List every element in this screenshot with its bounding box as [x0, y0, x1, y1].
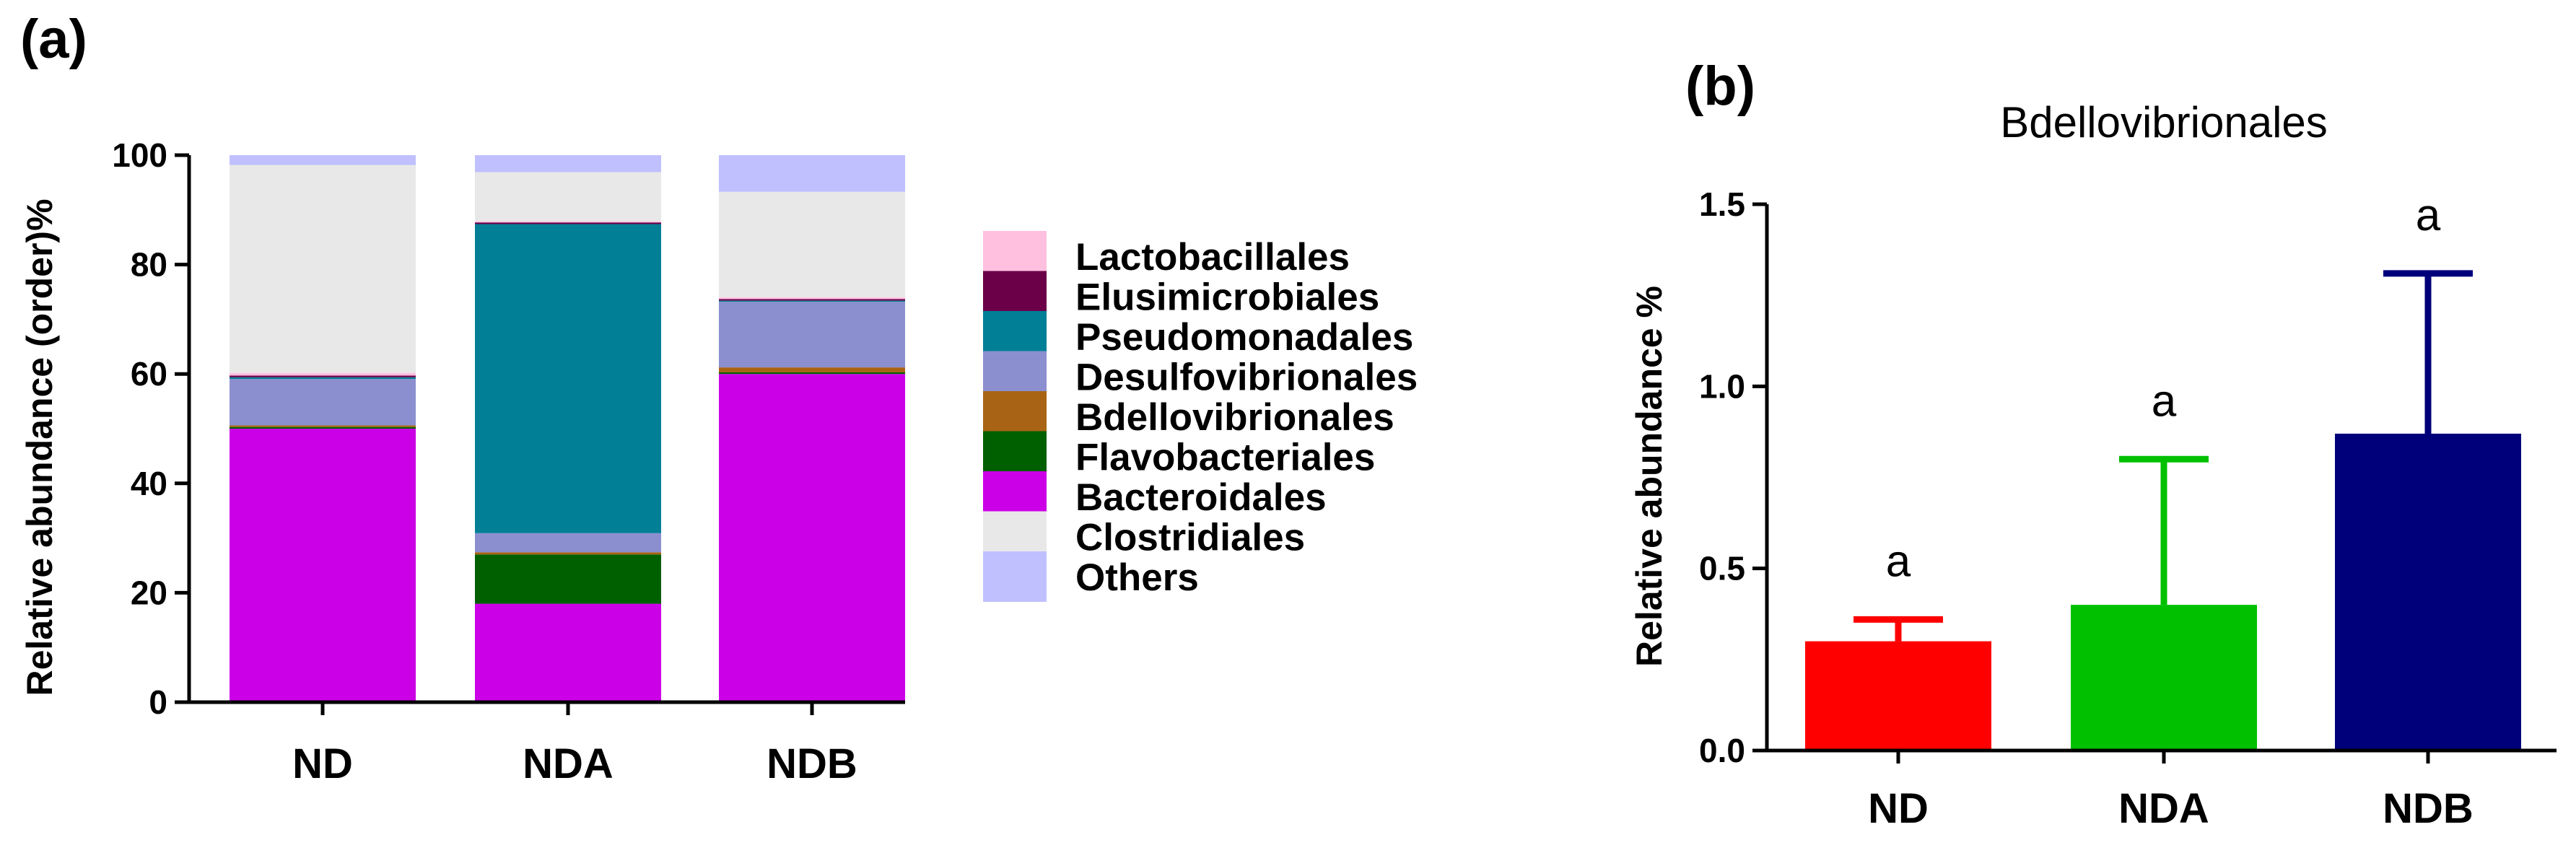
- panel-a-legend: LactobacillalesElusimicrobialesPseudomon…: [983, 231, 1418, 602]
- bar-segment-nd-pseudomonadales: [230, 377, 416, 380]
- bar-segment-nd-elusimicrobiales: [230, 375, 416, 377]
- panel-a-category-label: NDB: [767, 740, 857, 787]
- panel-a-bars: [230, 155, 905, 702]
- bar-segment-nda-desulfovibrionales: [475, 533, 661, 553]
- significance-label-nd: a: [1886, 536, 1911, 586]
- panel-b-x-axis: ND NDA NDB: [1765, 748, 2557, 832]
- legend-label-pseudomonadales: Pseudomonadales: [1075, 316, 1413, 359]
- bar-segment-ndb-bdellovibrionales: [719, 367, 905, 372]
- bar-segment-nd-lactobacillales: [230, 372, 416, 376]
- bar-nd: [1805, 641, 1991, 751]
- legend-label-clostridiales: Clostridiales: [1075, 517, 1305, 559]
- panel-b-category-label: NDA: [2118, 785, 2209, 832]
- legend-label-elusimicrobiales: Elusimicrobiales: [1075, 276, 1379, 319]
- panel-b-y-axis: 0.0 0.5 1.0 1.5: [1699, 185, 1769, 769]
- bar-nda: [2071, 605, 2257, 751]
- legend-label-lactobacillales: Lactobacillales: [1075, 236, 1350, 279]
- legend-label-bacteroidales: Bacteroidales: [1075, 476, 1327, 519]
- significance-label-nda: a: [2152, 376, 2177, 426]
- panel-a-y-tick-label: 40: [131, 465, 167, 502]
- bar-segment-ndb-pseudomonadales: [719, 300, 905, 302]
- panel-a-category-label: NDA: [523, 740, 614, 787]
- panel-b-y-axis-title: Relative abundance %: [1629, 286, 1669, 667]
- bar-segment-nda-elusimicrobiales: [475, 222, 661, 224]
- bar-segment-ndb-lactobacillales: [719, 297, 905, 299]
- legend-swatch-others: [983, 551, 1047, 602]
- panel-a-category-label: ND: [292, 740, 353, 787]
- legend-label-flavobacteriales: Flavobacteriales: [1075, 437, 1375, 479]
- bar-segment-nda-bdellovibrionales: [475, 552, 661, 555]
- bar-segment-ndb-clostridiales: [719, 191, 905, 298]
- bar-segment-ndb-bacteroidales: [719, 374, 905, 702]
- panel-b-y-tick-label: 1.5: [1699, 185, 1745, 223]
- panel-b-bars: a a a: [1805, 191, 2521, 751]
- legend-label-desulfovibrionales: Desulfovibrionales: [1075, 356, 1418, 399]
- panel-b-category-label: NDB: [2383, 785, 2474, 832]
- panel-a-y-tick-label: 20: [131, 574, 167, 611]
- bar-ndb: [2335, 433, 2521, 751]
- bar-segment-ndb-others: [719, 155, 905, 192]
- panel-a-y-tick-label: 80: [131, 246, 167, 284]
- bar-segment-ndb-elusimicrobiales: [719, 299, 905, 301]
- bar-segment-ndb-flavobacteriales: [719, 372, 905, 375]
- bar-segment-nda-pseudomonadales: [475, 224, 661, 533]
- bar-segment-nda-others: [475, 155, 661, 172]
- bar-segment-nd-flavobacteriales: [230, 426, 416, 429]
- bar-segment-nd-bdellovibrionales: [230, 425, 416, 427]
- significance-label-ndb: a: [2416, 191, 2441, 240]
- panel-a-x-axis: ND NDA NDB: [188, 700, 905, 787]
- panel-a-y-tick-label: 60: [131, 355, 167, 393]
- panel-a-stacked-bar-chart: (a) 0 20 40 60 80 100 ND NDA NDB Relative abund…: [19, 9, 1418, 787]
- bar-segment-nd-clostridiales: [230, 165, 416, 373]
- bar-segment-nda-lactobacillales: [475, 221, 661, 223]
- bar-segment-nd-others: [230, 155, 416, 165]
- bar-segment-ndb-desulfovibrionales: [719, 302, 905, 368]
- panel-a-label: (a): [20, 9, 87, 70]
- panel-a-y-tick-label: 100: [112, 136, 167, 174]
- panel-b-y-tick-label: 1.0: [1699, 367, 1745, 405]
- bar-segment-nda-clostridiales: [475, 172, 661, 222]
- panel-b-chart-title: Bdellovibrionales: [2000, 98, 2328, 146]
- bar-segment-nda-flavobacteriales: [475, 554, 661, 604]
- panel-b-label: (b): [1685, 56, 1755, 117]
- panel-b-category-label: ND: [1868, 785, 1929, 832]
- legend-label-bdellovibrionales: Bdellovibrionales: [1075, 396, 1394, 439]
- panel-a-y-axis: 0 20 40 60 80 100: [112, 136, 191, 721]
- panel-b-bar-chart: (b) Bdellovibrionales a a a 0.0 0.5 1.0 1.5 N…: [1629, 56, 2557, 832]
- bar-segment-nd-bacteroidales: [230, 429, 416, 702]
- legend-label-others: Others: [1075, 556, 1199, 599]
- panel-b-y-tick-label: 0.5: [1699, 550, 1745, 587]
- panel-b-y-tick-label: 0.0: [1699, 732, 1745, 769]
- panel-a-y-axis-title: Relative abundance (order)%: [19, 198, 60, 696]
- bar-segment-nda-bacteroidales: [475, 603, 661, 702]
- bar-segment-nd-desulfovibrionales: [230, 379, 416, 426]
- panel-a-y-tick-label: 0: [149, 683, 167, 721]
